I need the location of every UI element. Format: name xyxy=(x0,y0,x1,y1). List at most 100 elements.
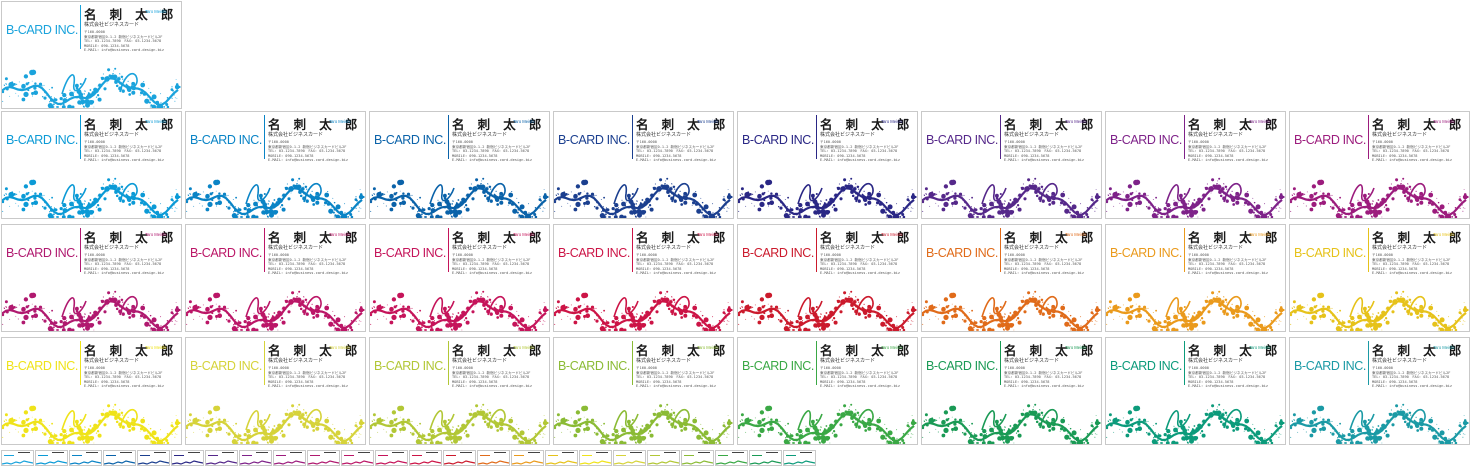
business-card-variant[interactable]: B-CARD INC. 名 刺 太 郎 Taro Meishi 株式会社ビジネス… xyxy=(1,111,182,219)
splash-dot xyxy=(595,307,597,309)
splash-dot xyxy=(911,302,913,303)
splash-dot xyxy=(1040,298,1044,302)
splash-dot xyxy=(354,424,358,427)
splash-dot xyxy=(411,420,413,422)
splash-dot xyxy=(357,315,359,318)
card-address: 東京都新宿区0-1-2 新宿ビジネスカードビル2F xyxy=(84,144,163,149)
splash-dot xyxy=(464,317,468,320)
splash-dot xyxy=(1051,195,1057,201)
splash-dot xyxy=(910,320,912,322)
splash-dot xyxy=(421,326,423,329)
card-mobile: MOBILE: 090-1234-5678 xyxy=(636,153,682,158)
business-card-variant[interactable]: B-CARD INC. 名 刺 太 郎 Taro Meishi 株式会社ビジネス… xyxy=(1,224,182,332)
splash-dot xyxy=(440,427,442,429)
splash-dot xyxy=(150,104,153,107)
splash-dot xyxy=(358,436,360,438)
splash-dot xyxy=(1153,321,1158,325)
splash-dot xyxy=(144,321,150,327)
business-card-variant[interactable]: B-CARD INC. 名 刺 太 郎 Taro Meishi 株式会社ビジネス… xyxy=(737,224,918,332)
splash-dot xyxy=(1305,205,1307,207)
business-card-variant[interactable]: B-CARD INC. 名 刺 太 郎 Taro Meishi 株式会社ビジネス… xyxy=(1,337,182,445)
splash-dot xyxy=(360,433,362,435)
splash-dot xyxy=(412,314,415,317)
splash-dot xyxy=(968,312,970,314)
business-card-variant[interactable]: B-CARD INC. 名 刺 太 郎 Taro Meishi 株式会社ビジネス… xyxy=(1289,224,1470,332)
splash-dot xyxy=(1090,198,1094,201)
splash-dot xyxy=(567,428,569,430)
splash-dot xyxy=(148,310,150,312)
splash-dot xyxy=(243,439,246,442)
business-card-variant[interactable]: B-CARD INC. 名 刺 太 郎 Taro Meishi 株式会社ビジネス… xyxy=(1105,224,1286,332)
splash-dot xyxy=(225,205,228,208)
business-card-variant[interactable]: B-CARD INC. 名 刺 太 郎 Taro Meishi 株式会社ビジネス… xyxy=(369,224,550,332)
splash-dot xyxy=(76,320,78,321)
business-card-variant[interactable]: B-CARD INC. 名 刺 太 郎 Taro Meishi 株式会社ビジネス… xyxy=(1289,111,1470,219)
card-company: 株式会社ビジネスカード xyxy=(636,245,692,251)
business-card-variant[interactable]: B-CARD INC. 名 刺 太 郎 Taro Meishi 株式会社ビジネス… xyxy=(369,337,550,445)
splash-dot xyxy=(1401,293,1403,295)
splash-dot xyxy=(246,428,251,434)
splash-dot xyxy=(234,206,236,208)
splash-dot xyxy=(1407,310,1409,312)
business-card-variant[interactable]: B-CARD INC. 名 刺 太 郎 Taro Meishi 株式会社ビジネス… xyxy=(1105,111,1286,219)
business-card-variant[interactable]: B-CARD INC. 名 刺 太 郎 Taro Meishi 株式会社ビジネス… xyxy=(553,111,734,219)
splash-dot xyxy=(756,199,758,201)
splash-dot xyxy=(86,437,88,438)
splash-dot xyxy=(33,313,39,319)
splash-dot xyxy=(332,437,335,440)
splash-dot xyxy=(819,209,821,210)
business-card-variant[interactable]: B-CARD INC. 名 刺 太 郎 Taro Meishi 株式会社ビジネス… xyxy=(921,111,1102,219)
splash-dot xyxy=(675,201,677,203)
splash-dot xyxy=(1439,204,1445,210)
splash-dot xyxy=(989,201,994,207)
splash-dot xyxy=(1385,207,1390,212)
splash-dot xyxy=(614,213,617,216)
splash-dot xyxy=(1352,216,1354,218)
divider-line xyxy=(264,228,265,272)
splash-dot xyxy=(117,300,121,304)
splash-dot xyxy=(1264,324,1266,326)
splash-dot xyxy=(487,296,489,298)
splash-dot xyxy=(51,309,54,312)
featured-business-card[interactable]: B-CARD INC. 名 刺 太 郎 Taro Meishi 株式会社ビジネス… xyxy=(1,1,182,109)
splash-dot xyxy=(533,325,537,330)
splash-dot xyxy=(389,320,394,325)
splash-dot xyxy=(836,186,841,191)
business-card-variant[interactable]: B-CARD INC. 名 刺 太 郎 Taro Meishi 株式会社ビジネス… xyxy=(185,337,366,445)
splash-dot xyxy=(377,431,379,433)
business-card-variant[interactable]: B-CARD INC. 名 刺 太 郎 Taro Meishi 株式会社ビジネス… xyxy=(553,224,734,332)
splash-dot xyxy=(792,216,795,218)
splash-dot xyxy=(829,216,831,218)
business-card-variant[interactable]: B-CARD INC. 名 刺 太 郎 Taro Meishi 株式会社ビジネス… xyxy=(369,111,550,219)
splash-dot xyxy=(1068,197,1070,199)
splash-dot xyxy=(104,299,110,305)
splash-dot xyxy=(447,305,450,309)
business-card-variant[interactable]: B-CARD INC. 名 刺 太 郎 Taro Meishi 株式会社ビジネス… xyxy=(921,224,1102,332)
splash-dot xyxy=(1292,306,1294,308)
splash-graphic xyxy=(370,290,549,331)
splash-dot xyxy=(131,304,136,309)
splash-dot xyxy=(127,303,129,305)
business-card-variant[interactable]: B-CARD INC. 名 刺 太 郎 Taro Meishi 株式会社ビジネス… xyxy=(185,111,366,219)
splash-dot xyxy=(1009,312,1012,314)
splash-dot xyxy=(327,190,329,193)
splash-dot xyxy=(523,210,528,215)
splash-dot xyxy=(879,190,881,193)
splash-dot xyxy=(1359,328,1363,331)
business-card-variant[interactable]: B-CARD INC. 名 刺 太 郎 Taro Meishi 株式会社ビジネス… xyxy=(185,224,366,332)
splash-dot xyxy=(512,321,518,327)
business-card-variant[interactable]: B-CARD INC. 名 刺 太 郎 Taro Meishi 株式会社ビジネス… xyxy=(553,337,734,445)
splash-dot xyxy=(664,184,666,186)
splash-dot xyxy=(233,215,236,218)
splash-dot xyxy=(910,307,916,313)
card-postal: 〒160-0000 xyxy=(636,140,657,144)
card-email: E-MAIL: info@business-card-design.biz xyxy=(1004,158,1085,162)
splash-dot xyxy=(328,321,334,327)
splash-dot xyxy=(513,314,515,316)
company-logo: B-CARD INC. xyxy=(6,359,78,373)
splash-dot xyxy=(83,329,85,331)
splash-dot xyxy=(43,425,44,427)
splash-dot xyxy=(605,319,607,321)
business-card-variant[interactable]: B-CARD INC. 名 刺 太 郎 Taro Meishi 株式会社ビジネス… xyxy=(737,111,918,219)
splash-dot xyxy=(148,197,150,199)
